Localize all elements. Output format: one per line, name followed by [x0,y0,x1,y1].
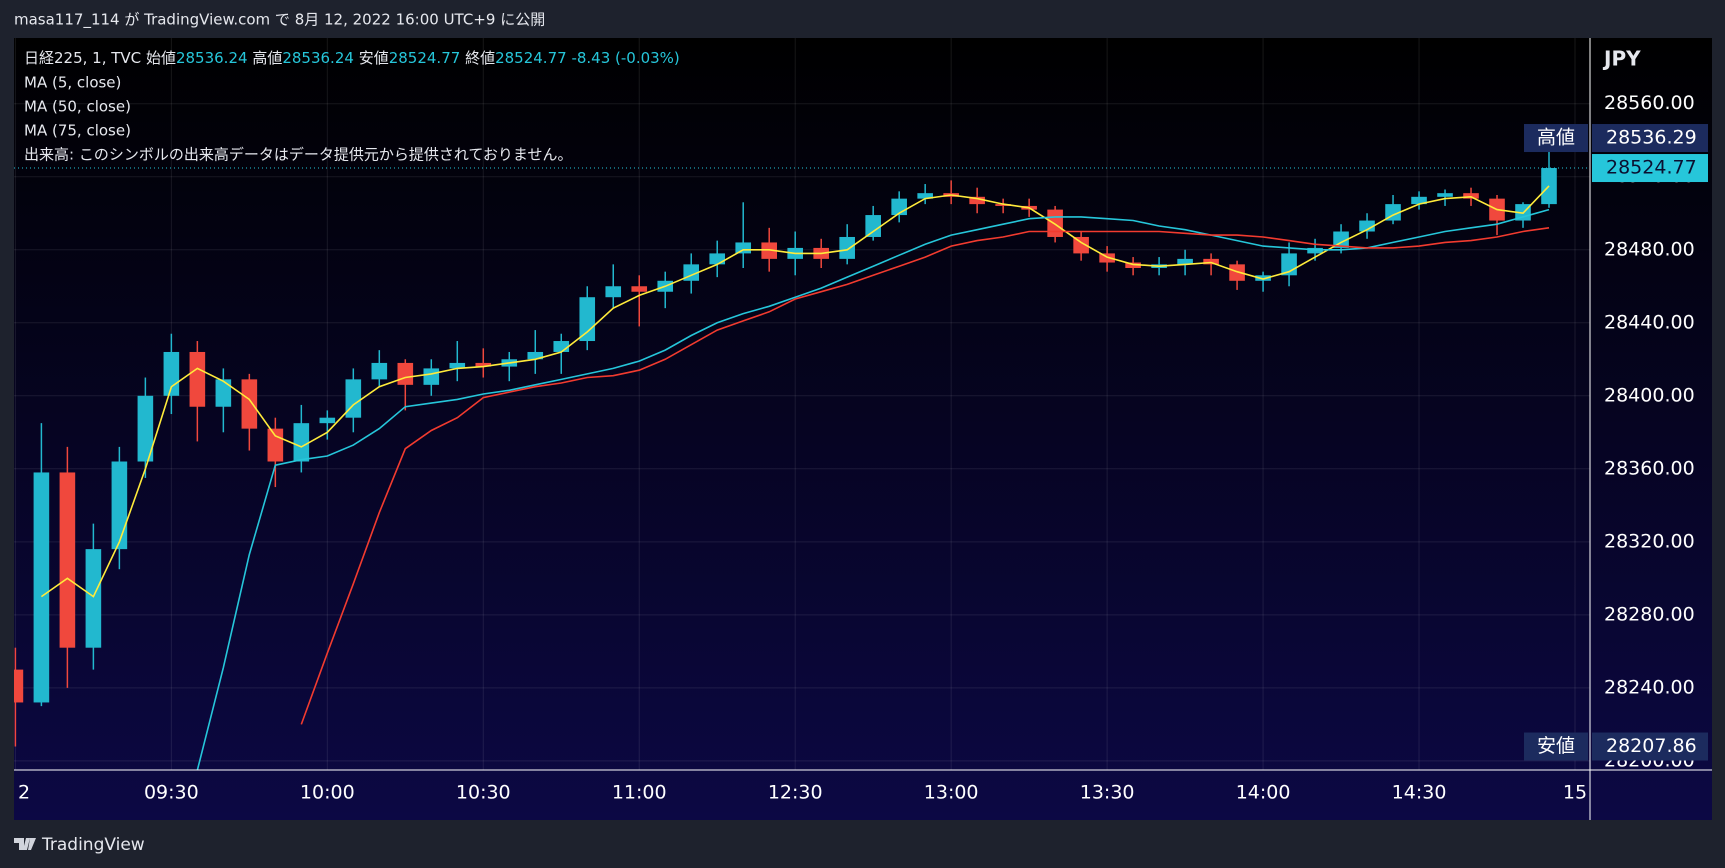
y-tick-label: 28400.00 [1604,384,1695,406]
x-tick-label: 14:30 [1392,782,1447,804]
candle-body [969,196,985,205]
ma-line [40,185,1550,598]
currency: JPY [1602,47,1641,71]
candle-body [1099,253,1115,263]
ohlc-value: 28524.77 [389,49,461,67]
price-box [1592,732,1708,761]
ohlc-label: 高値 [252,49,282,67]
x-tick-label: 12:30 [768,782,823,804]
candle-body [423,368,440,385]
candle-body [215,379,232,407]
ohlc-value: 28536.24 [282,49,354,67]
candle-body [631,286,648,292]
change: -8.43 (-0.03%) [571,49,679,67]
candle-body [267,428,284,462]
x-tick-label: 10:00 [300,782,355,804]
candle-body [137,395,154,462]
candle-body [1203,258,1219,265]
candle-body [85,549,102,648]
x-tick-label: 13:30 [1080,782,1135,804]
y-tick-label: 28440.00 [1604,311,1695,333]
candle-body [605,286,622,298]
candle-body [475,362,492,367]
logo-mark [14,838,36,850]
candle-body [371,362,388,380]
y-tick-label: 28280.00 [1604,603,1695,625]
ohlc-value: 28536.24 [176,49,248,67]
price-value: 28207.86 [1606,735,1697,757]
candle-body [319,417,336,424]
legend-entry: MA (5, close) [24,74,121,92]
ma-line [196,208,1550,770]
brand-logo: TradingView [14,835,145,855]
ohlc-label: 終値 [465,49,495,67]
candle-body [1463,193,1479,199]
x-tick-label: 2 [18,782,30,804]
y-tick-label: 28320.00 [1604,530,1695,552]
x-tick-label: 15 [1563,782,1587,804]
y-tick-label: 28560.00 [1604,92,1695,114]
price-value: 28536.29 [1606,127,1697,149]
candle-body [579,297,596,342]
y-tick-label: 28480.00 [1604,238,1695,260]
candle-body [1411,196,1427,205]
candle-body [449,362,466,369]
candle-body [735,242,752,254]
overlay: 28200.0028240.0028280.0028320.0028360.00… [14,38,1712,820]
ohlc-value: 28524.77 [495,49,567,67]
x-tick-label: 13:00 [924,782,979,804]
legend-entry: MA (50, close) [24,98,131,116]
price-name: 安値 [1537,735,1575,757]
brand: TradingView [41,835,145,855]
candle-body [1229,264,1245,281]
volume-note: 出来高: このシンボルの出来高データはデータ提供元から提供されておりません。 [24,146,572,164]
candle-body [995,204,1011,206]
plot-area [14,146,1557,770]
candle-body [1255,275,1271,281]
candle-body [839,236,855,259]
price-name: 高値 [1537,127,1575,149]
ma-line [300,227,1550,725]
candle-body [14,669,24,703]
price-name-box [1524,124,1588,153]
candle-body [397,362,414,385]
x-tick-label: 11:00 [612,782,667,804]
candle-body [709,253,726,265]
ohlc-label: 始値 [146,49,176,67]
y-tick-label: 28240.00 [1604,676,1695,698]
candle-body [1177,258,1193,265]
candle-body [865,215,881,237]
candle-body [33,472,50,703]
candle-body [1125,262,1141,269]
x-tick-label: 09:30 [144,782,199,804]
y-tick-label: 28360.00 [1604,457,1695,479]
candle-body [111,461,128,550]
candle-body [293,423,310,462]
candle-body [345,379,362,418]
candle-body [527,351,544,360]
candle-body [1073,236,1089,254]
price-box [1592,124,1708,153]
x-tick-label: 14:00 [1236,782,1291,804]
candle-body [761,242,778,259]
ohlc-label: 安値 [359,49,389,67]
legend-symbol-line: 日経225, 1, TVC 始値28536.24 高値28536.24 安値28… [24,49,680,67]
legend-entry: MA (75, close) [24,122,131,140]
candle-body [189,351,206,407]
price-box [1592,154,1708,183]
candle-body [1359,220,1375,232]
x-tick-label: 10:30 [456,782,511,804]
candle-body [1437,193,1453,197]
price-name-box [1524,732,1588,761]
published-note: masa117_114 が TradingView.com で 8月 12, 2… [14,11,545,30]
candle-body [241,379,258,429]
price-value: 28524.77 [1606,157,1697,179]
symbol: 日経225, 1, TVC [24,49,141,67]
candle-body [553,341,570,352]
candle-body [1307,247,1323,254]
candle-body [917,193,933,199]
candle-body [59,472,76,648]
